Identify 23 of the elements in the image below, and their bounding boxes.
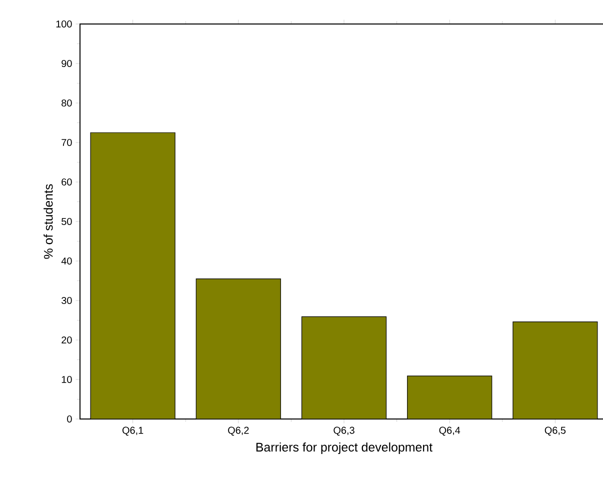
y-tick-label: 60: [62, 178, 72, 186]
bar: [512, 322, 598, 419]
y-tick-label: 50: [62, 218, 72, 226]
bar: [302, 316, 386, 419]
y-tick-label: 70: [62, 138, 72, 146]
y-tick-label: 80: [62, 99, 72, 107]
bar: [196, 278, 281, 419]
y-tick-label: 100: [56, 20, 72, 28]
x-tick-label: Q6,3: [334, 426, 354, 436]
y-tick-label: 90: [62, 60, 72, 68]
y-tick-label: 20: [62, 336, 72, 344]
x-axis-title: Barriers for project development: [256, 442, 432, 454]
bar: [407, 376, 492, 419]
x-tick-label: Q6,5: [544, 426, 566, 436]
y-tick-label: 0: [67, 415, 72, 423]
bar: [90, 132, 176, 419]
y-tick-label: 10: [62, 376, 72, 384]
x-tick-label: Q6,1: [122, 426, 144, 436]
x-tick-label: Q6,4: [439, 426, 460, 436]
x-tick-label: Q6,2: [228, 426, 249, 436]
y-axis-title: % of students: [44, 184, 53, 259]
y-tick-label: 40: [61, 257, 72, 265]
y-tick-label: 30: [62, 296, 72, 304]
